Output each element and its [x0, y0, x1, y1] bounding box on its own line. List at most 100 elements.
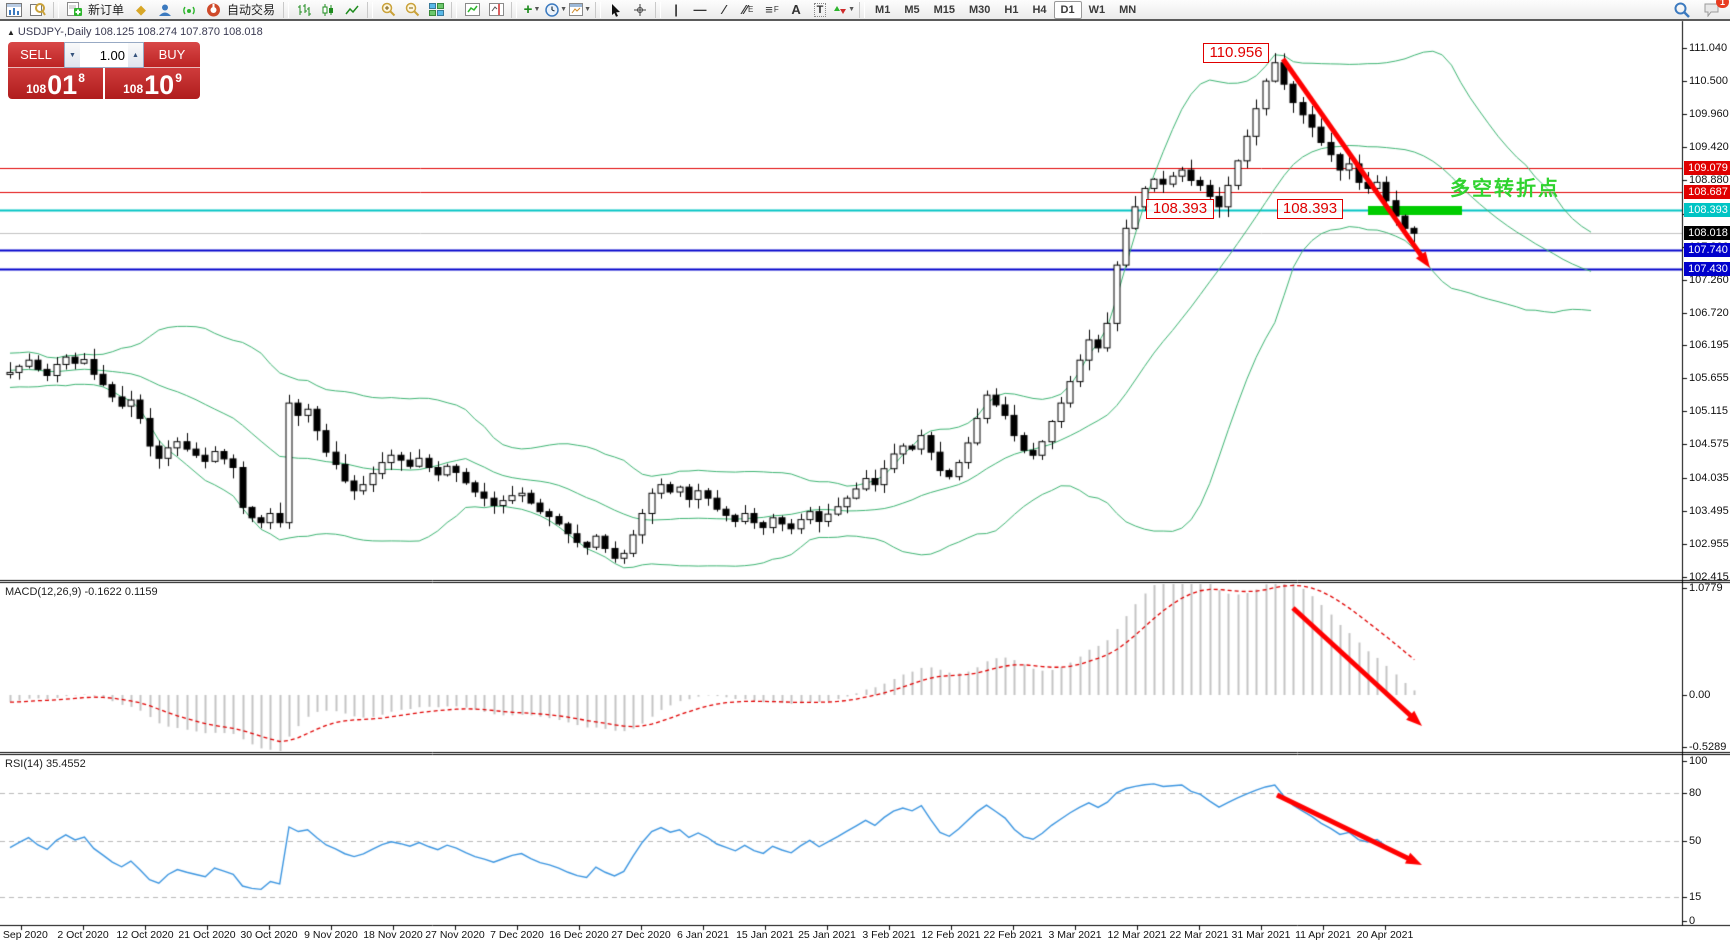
- volume-up-button[interactable]: ▲: [128, 43, 143, 67]
- timeframe-D1[interactable]: D1: [1053, 0, 1082, 19]
- date-label: 2 Oct 2020: [57, 929, 109, 941]
- date-label: 12 Oct 2020: [116, 929, 174, 941]
- chart-window-icon[interactable]: [3, 0, 25, 19]
- fibonacci-tool-icon[interactable]: ≡ F: [765, 2, 779, 17]
- toolbar-separator: [595, 1, 602, 18]
- bar-chart-type-icon[interactable]: [293, 0, 315, 19]
- rsi-axis-label: 100: [1689, 755, 1708, 767]
- date-label: 6 Jan 2021: [677, 929, 729, 941]
- timeframe-M5[interactable]: M5: [904, 3, 920, 16]
- price-tick-label: 106.195: [1689, 339, 1729, 352]
- date-label: 15 Jan 2021: [736, 929, 794, 941]
- toolbar-separator: [511, 1, 518, 18]
- bid-price[interactable]: 108 01 8: [8, 68, 103, 99]
- channel-tool-icon[interactable]: ∕∕ E: [742, 2, 754, 17]
- turning-point-note[interactable]: 多空转折点: [1450, 176, 1560, 200]
- toolbar-separator: [451, 1, 458, 18]
- vertical-line-tool-icon[interactable]: |: [674, 2, 678, 17]
- new-order-label[interactable]: 新订单: [88, 3, 125, 17]
- zoom-out-icon[interactable]: [401, 0, 423, 19]
- horizontal-line-tool-icon[interactable]: —: [693, 2, 707, 17]
- rsi-axis-label: 50: [1689, 835, 1702, 847]
- price-tag-107.430: 107.430: [1684, 262, 1730, 277]
- ask-price[interactable]: 108 10 9: [105, 68, 200, 99]
- collapse-arrow-icon[interactable]: ▲: [7, 28, 15, 37]
- templates-icon[interactable]: ▼: [569, 0, 591, 19]
- text-label-tool-icon[interactable]: T: [809, 0, 831, 19]
- date-label: 11 Apr 2021: [1295, 929, 1351, 941]
- date-label: 18 Nov 2020: [363, 929, 423, 941]
- date-label: 9 Nov 2020: [304, 929, 358, 941]
- tile-windows-icon[interactable]: [425, 0, 447, 19]
- rsi-axis-label: 80: [1689, 787, 1702, 799]
- autotrading-label[interactable]: 自动交易: [227, 3, 276, 17]
- sell-button[interactable]: SELL: [8, 42, 64, 68]
- date-label: 3 Sep 2020: [0, 929, 48, 941]
- buy-button[interactable]: BUY: [144, 42, 200, 68]
- price-tick-label: 105.655: [1689, 372, 1729, 385]
- volume-down-button[interactable]: ▼: [65, 43, 80, 67]
- price-tag-108.393: 108.393: [1684, 203, 1730, 218]
- timeframe-M1[interactable]: M1: [875, 3, 891, 16]
- symbol-info-line: ▲ USDJPY-,Daily 108.125 108.274 107.870 1…: [7, 26, 263, 38]
- price-tick-label: 105.115: [1689, 405, 1728, 418]
- volume-spinner: ▼ 1.00 ▲: [64, 42, 144, 68]
- timeframe-H4[interactable]: H4: [1032, 3, 1047, 16]
- market-watch-cube-icon[interactable]: ◆: [136, 1, 147, 17]
- price-tick-label: 106.720: [1689, 306, 1729, 319]
- profiles-icon[interactable]: [27, 0, 49, 19]
- date-label: 22 Mar 2021: [1169, 929, 1229, 941]
- periods-clock-icon[interactable]: ▼: [545, 0, 567, 19]
- line-chart-type-icon[interactable]: [341, 0, 363, 19]
- autotrading-icon[interactable]: [202, 0, 224, 19]
- date-label: 7 Dec 2020: [490, 929, 544, 941]
- community-person-icon[interactable]: [154, 0, 176, 19]
- shapes-tool-icon[interactable]: ▼: [833, 0, 855, 19]
- trendline-tool-icon[interactable]: ∕: [722, 2, 726, 17]
- date-label: 25 Jan 2021: [798, 929, 856, 941]
- rsi-axis-label: 15: [1689, 891, 1702, 903]
- price-tag-107.740: 107.740: [1684, 243, 1730, 258]
- volume-input[interactable]: 1.00: [99, 47, 125, 63]
- price-tick-label: 104.035: [1689, 471, 1729, 484]
- toolbar-separator: [859, 1, 866, 18]
- timeframe-M30[interactable]: M30: [969, 3, 991, 16]
- crosshair-icon[interactable]: [629, 0, 651, 19]
- peak-price-annotation[interactable]: 110.956: [1203, 43, 1269, 63]
- search-icon[interactable]: [1671, 0, 1693, 19]
- price-tick-label: 107.260: [1689, 273, 1729, 286]
- auto-arrange-icon[interactable]: [461, 0, 483, 19]
- chart-shift-icon[interactable]: [485, 0, 507, 19]
- notification-badge: 1: [1715, 0, 1729, 8]
- date-label: 3 Feb 2021: [862, 929, 916, 941]
- macd-axis-label: 1.0779: [1689, 582, 1723, 594]
- level-annotation-2[interactable]: 108.393: [1277, 199, 1343, 219]
- candlestick-chart-type-icon[interactable]: [317, 0, 339, 19]
- price-tick-label: 110.500: [1689, 75, 1728, 88]
- signal-icon[interactable]: [178, 0, 200, 19]
- date-label: 20 Apr 2021: [1356, 929, 1414, 941]
- text-tool-icon[interactable]: A: [791, 2, 801, 17]
- price-tick-label: 104.575: [1689, 438, 1729, 451]
- date-label: 31 Mar 2021: [1231, 929, 1291, 941]
- rsi-axis-label: 0: [1689, 915, 1696, 927]
- notifications-chat-icon[interactable]: 1: [1701, 0, 1729, 19]
- date-label: 22 Feb 2021: [983, 929, 1043, 941]
- price-tick-label: 103.495: [1689, 504, 1729, 517]
- zoom-in-icon[interactable]: [377, 0, 399, 19]
- timeframe-M15[interactable]: M15: [933, 3, 955, 16]
- date-label: 12 Feb 2021: [921, 929, 981, 941]
- toolbar-separator: [655, 1, 662, 18]
- level-annotation-1[interactable]: 108.393: [1146, 199, 1214, 219]
- timeframe-W1[interactable]: W1: [1088, 3, 1106, 16]
- macd-axis-label: 0.00: [1689, 689, 1711, 701]
- timeframe-H1[interactable]: H1: [1004, 3, 1019, 16]
- price-tick-label: 109.960: [1689, 108, 1729, 121]
- date-label: 27 Dec 2020: [611, 929, 671, 941]
- indicators-icon[interactable]: + ▼: [523, 1, 541, 18]
- price-tick-label: 108.880: [1689, 174, 1729, 187]
- new-order-icon[interactable]: [63, 0, 85, 19]
- timeframe-MN[interactable]: MN: [1119, 3, 1137, 16]
- cursor-icon[interactable]: [605, 0, 627, 19]
